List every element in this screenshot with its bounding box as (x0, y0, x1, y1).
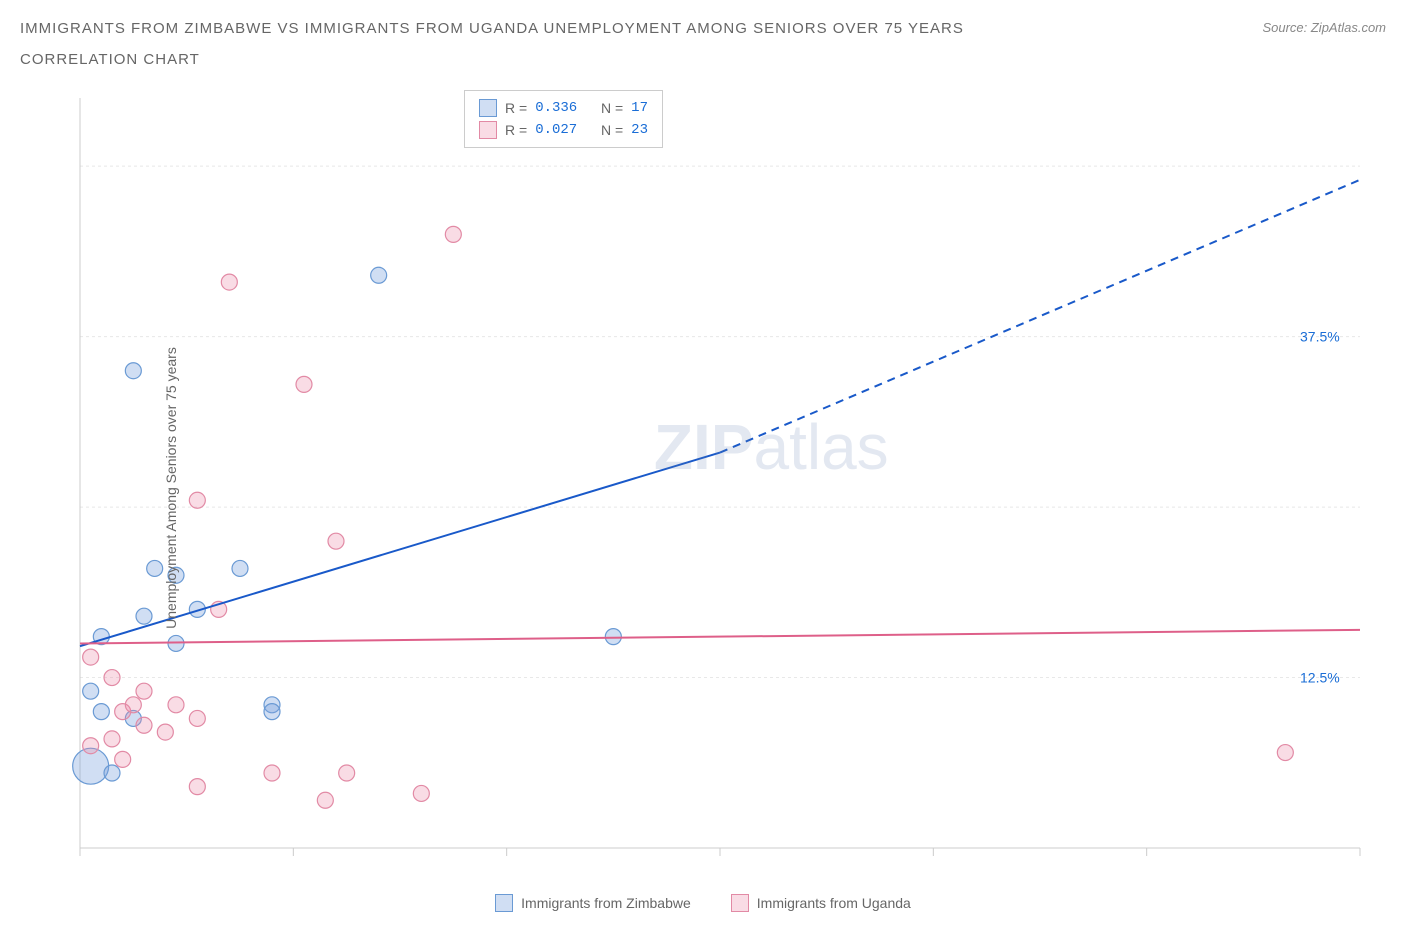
data-point (1277, 745, 1293, 761)
data-point (371, 267, 387, 283)
trend-line (80, 630, 1360, 644)
data-point (147, 560, 163, 576)
chart-container: Unemployment Among Seniors over 75 years… (20, 78, 1386, 898)
data-point (104, 670, 120, 686)
data-point (104, 731, 120, 747)
n-value: 23 (631, 119, 648, 141)
data-point (157, 724, 173, 740)
data-point (605, 629, 621, 645)
r-label: R = (505, 97, 527, 119)
chart-title: IMMIGRANTS FROM ZIMBABWE VS IMMIGRANTS F… (20, 20, 964, 37)
source-attribution: Source: ZipAtlas.com (1262, 20, 1386, 35)
data-point (328, 533, 344, 549)
trend-line-extrapolated (720, 180, 1360, 453)
data-point (83, 683, 99, 699)
y-axis-label: Unemployment Among Seniors over 75 years (163, 347, 179, 629)
data-point (296, 376, 312, 392)
n-label: N = (601, 97, 623, 119)
svg-text:12.5%: 12.5% (1300, 670, 1340, 686)
r-label: R = (505, 119, 527, 141)
r-value: 0.027 (535, 119, 577, 141)
data-point (232, 560, 248, 576)
data-point (221, 274, 237, 290)
data-point (83, 649, 99, 665)
data-point (115, 751, 131, 767)
data-point (104, 765, 120, 781)
data-point (264, 765, 280, 781)
data-point (413, 785, 429, 801)
data-point (189, 710, 205, 726)
data-point (264, 704, 280, 720)
r-value: 0.336 (535, 97, 577, 119)
n-label: N = (601, 119, 623, 141)
correlation-stats-box: R = 0.336 N = 17 R = 0.027 N = 23 (464, 90, 663, 148)
chart-subtitle: CORRELATION CHART (20, 51, 1386, 68)
data-point (136, 683, 152, 699)
data-point (189, 779, 205, 795)
data-point (445, 226, 461, 242)
data-point (317, 792, 333, 808)
data-point (93, 704, 109, 720)
n-value: 17 (631, 97, 648, 119)
data-point (83, 738, 99, 754)
data-point (339, 765, 355, 781)
svg-text:37.5%: 37.5% (1300, 329, 1340, 345)
data-point (168, 697, 184, 713)
data-point (125, 697, 141, 713)
data-point (125, 363, 141, 379)
legend-swatch (479, 121, 497, 139)
data-point (189, 492, 205, 508)
data-point (136, 608, 152, 624)
legend-swatch (479, 99, 497, 117)
data-point (136, 717, 152, 733)
scatter-chart: 12.5% 37.5% (20, 78, 1386, 898)
